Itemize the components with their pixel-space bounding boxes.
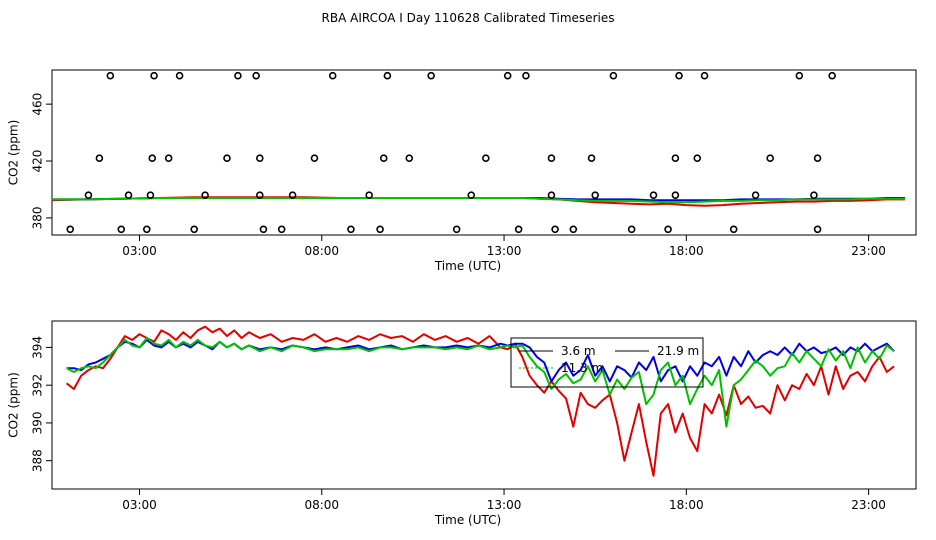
flag-marker (467, 191, 476, 199)
flag-marker (547, 154, 556, 162)
flag-marker (751, 191, 760, 199)
plot-frame (51, 69, 917, 236)
x-tick-label: 18:00 (669, 498, 704, 512)
flag-marker (175, 71, 184, 80)
flag-marker (365, 191, 373, 199)
flag-marker (347, 225, 355, 234)
flag-marker (328, 71, 337, 80)
x-tick-label: 18:00 (669, 244, 704, 258)
flag-marker (671, 191, 680, 199)
flag-marker (84, 191, 93, 199)
flag-marker (252, 71, 260, 80)
flag-marker (452, 225, 461, 234)
y-tick-label: 392 (31, 374, 45, 397)
legend-label: 11.3 m (561, 361, 603, 375)
flag-marker (587, 154, 596, 162)
x-tick-label: 08:00 (304, 244, 339, 258)
series-line-11-3-m (66, 337, 895, 428)
flag-marker (813, 225, 822, 234)
flag-marker (522, 71, 530, 80)
flag-marker (255, 191, 264, 199)
flag-marker (146, 191, 155, 199)
flag-marker (547, 191, 556, 199)
y-tick-label: 460 (31, 93, 45, 116)
chart-title: RBA AIRCOA I Day 110628 Calibrated Times… (322, 11, 615, 25)
y-axis-label: CO2 (ppm) (7, 120, 21, 186)
flag-marker (813, 154, 822, 162)
flag-marker (383, 71, 392, 80)
y-tick-label: 388 (31, 449, 45, 472)
flag-marker (190, 225, 198, 234)
y-tick-label: 394 (31, 336, 45, 359)
flag-marker (201, 191, 209, 199)
x-tick-label: 23:00 (851, 498, 886, 512)
x-tick-label: 03:00 (122, 244, 157, 258)
flag-marker (591, 191, 599, 199)
flag-marker (427, 71, 435, 80)
flag-marker (700, 71, 709, 80)
y-tick-label: 380 (31, 206, 45, 229)
legend-label: 21.9 m (657, 344, 699, 358)
x-tick-label: 03:00 (122, 498, 157, 512)
y-tick-label: 420 (31, 150, 45, 173)
flag-marker (482, 154, 490, 162)
top-panel: 03:00 08:00 13:00 18:00 23:00 380 420 460 Time (… (7, 69, 917, 273)
flag-marker (288, 191, 297, 199)
flag-marker (795, 71, 804, 80)
y-axis-label: CO2 (ppm) (7, 372, 21, 438)
flag-marker (117, 225, 126, 234)
series-line-21-9-m (66, 338, 895, 383)
x-axis-label: Time (UTC) (434, 259, 501, 273)
flag-marker (693, 154, 702, 162)
flag-marker (729, 225, 738, 234)
bottom-panel: 03:00 08:00 13:00 18:00 23:00 388 390 392 394 Tim… (7, 320, 917, 527)
flag-marker (810, 191, 818, 199)
series-line-11-3-m (52, 197, 906, 204)
flag-marker (379, 154, 388, 162)
legend-label: 3.6 m (561, 344, 596, 358)
flag-marker (95, 154, 104, 162)
flag-marker (106, 71, 115, 80)
flag-marker (234, 71, 242, 80)
legend-box (510, 337, 704, 388)
flag-marker (828, 71, 836, 80)
flag-marker (277, 225, 286, 234)
x-tick-label: 23:00 (851, 244, 886, 258)
flag-marker (376, 225, 384, 234)
plot-frame (51, 320, 917, 490)
flag-marker (148, 154, 157, 162)
flag-marker (551, 225, 559, 234)
flag-marker (649, 191, 658, 199)
flag-marker (671, 154, 680, 162)
flag-marker (766, 154, 774, 162)
flag-marker (609, 71, 618, 80)
flag-marker (405, 154, 414, 162)
x-tick-label: 13:00 (487, 244, 522, 258)
flag-marker (664, 225, 672, 234)
flag-marker (164, 154, 173, 162)
flag-marker (255, 154, 264, 162)
series-line-3-6-m (65, 325, 895, 477)
y-tick-label: 390 (31, 411, 45, 434)
flag-marker (627, 225, 636, 234)
x-tick-label: 08:00 (304, 498, 339, 512)
flag-marker (142, 225, 151, 234)
data-layer (52, 71, 906, 234)
flag-marker (503, 71, 512, 80)
data-layer (65, 325, 895, 477)
flag-marker (675, 71, 683, 80)
flag-marker (124, 191, 133, 199)
flag-marker (223, 154, 231, 162)
x-axis-label: Time (UTC) (434, 513, 501, 527)
flag-marker (66, 225, 75, 234)
flag-marker (310, 154, 319, 162)
x-tick-label: 13:00 (487, 498, 522, 512)
flag-marker (259, 225, 268, 234)
flag-marker (150, 71, 158, 80)
flag-marker (514, 225, 523, 234)
flag-marker (569, 225, 578, 234)
